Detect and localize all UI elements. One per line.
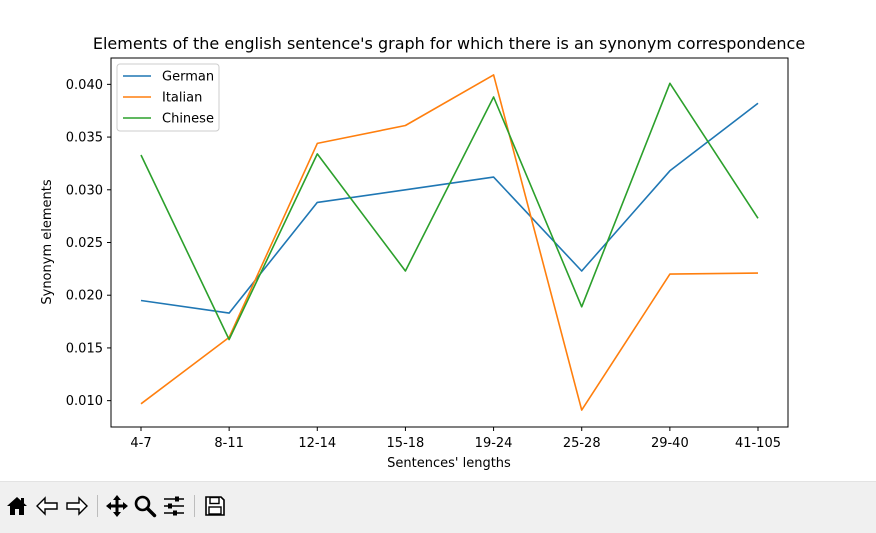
figure: Elements of the english sentence's graph… [40,34,806,471]
series-line-chinese [140,82,759,341]
x-tick-label: 41-105 [735,436,781,451]
back-button[interactable] [34,493,60,519]
x-tick-label: 12-14 [298,436,336,451]
plot-lines [140,74,759,411]
x-axis-label: Sentences' lengths [387,456,511,471]
back-arrow-icon [36,496,58,516]
legend-label: Chinese [162,112,214,127]
home-button[interactable] [4,493,30,519]
save-button[interactable] [202,493,228,519]
zoom-icon [134,495,157,518]
x-axis: 4-7 8-11 12-14 15-18 19-24 25-28 29-40 41-105 [130,427,781,451]
forward-button[interactable] [64,493,90,519]
toolbar-separator [194,495,195,517]
y-tick-label: 0.020 [66,289,103,304]
subplots-icon [164,496,184,516]
pan-icon [106,495,128,517]
y-tick-label: 0.010 [66,394,103,409]
toolbar [0,481,876,533]
x-tick-label: 29-40 [651,436,689,451]
y-tick-label: 0.040 [66,78,103,93]
home-icon [7,497,27,515]
pan-button[interactable] [104,493,130,519]
zoom-button[interactable] [132,493,158,519]
forward-arrow-icon [66,496,88,516]
legend-label: German [162,70,214,85]
y-tick-label: 0.015 [66,341,103,356]
x-tick-label: 25-28 [563,436,601,451]
legend-label: Italian [162,91,202,106]
series-line-italian [140,74,759,411]
y-tick-label: 0.025 [66,236,103,251]
toolbar-separator [97,495,98,517]
x-tick-label: 15-18 [387,436,425,451]
y-tick-label: 0.030 [66,183,103,198]
y-axis-label: Synonym elements [40,179,55,304]
chart-title: Elements of the english sentence's graph… [93,34,805,53]
line-chart: Elements of the english sentence's graph… [40,34,805,471]
x-tick-label: 19-24 [475,436,513,451]
legend-box [116,63,220,132]
y-axis: 0.010 0.015 0.020 0.025 0.030 0.035 0.040 [66,78,111,409]
subplots-button[interactable] [161,493,187,519]
legend: German Italian Chinese [116,63,220,132]
y-tick-label: 0.035 [66,131,103,146]
save-icon [205,496,225,516]
x-tick-label: 8-11 [214,436,244,451]
x-tick-label: 4-7 [130,436,151,451]
